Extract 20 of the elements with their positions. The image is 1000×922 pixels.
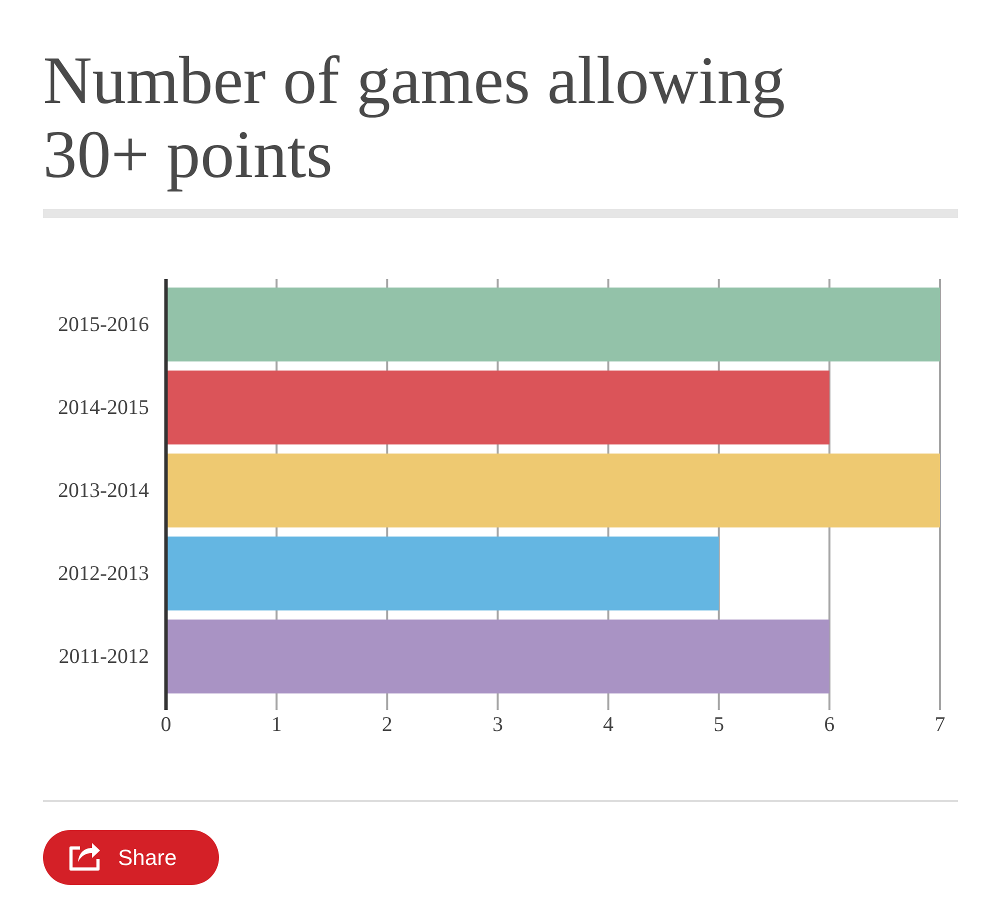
bar: [166, 620, 830, 694]
x-tick-label: 2: [382, 712, 392, 736]
share-button: Share: [43, 830, 219, 885]
bar: [166, 370, 830, 444]
y-tick-label: 2015-2016: [58, 312, 149, 336]
x-tick-label: 7: [934, 712, 946, 736]
chart-title: Number of games allowing 30+ points: [43, 42, 786, 192]
x-tick-label: 3: [492, 712, 503, 736]
y-tick-label: 2012-2013: [58, 561, 149, 586]
bar: [166, 454, 940, 528]
bar: [166, 536, 719, 610]
x-tick-label: 0: [160, 712, 172, 736]
x-tick-label: 6: [824, 712, 835, 736]
x-tick-label: 5: [714, 712, 724, 736]
bar: [166, 288, 940, 362]
y-tick-label: 2014-2015: [58, 395, 149, 420]
y-tick-label: 2013-2014: [58, 478, 150, 502]
x-tick-label: 1: [271, 712, 282, 736]
x-tick-label: 4: [603, 712, 614, 736]
y-tick-label: 2011-2012: [58, 644, 149, 668]
